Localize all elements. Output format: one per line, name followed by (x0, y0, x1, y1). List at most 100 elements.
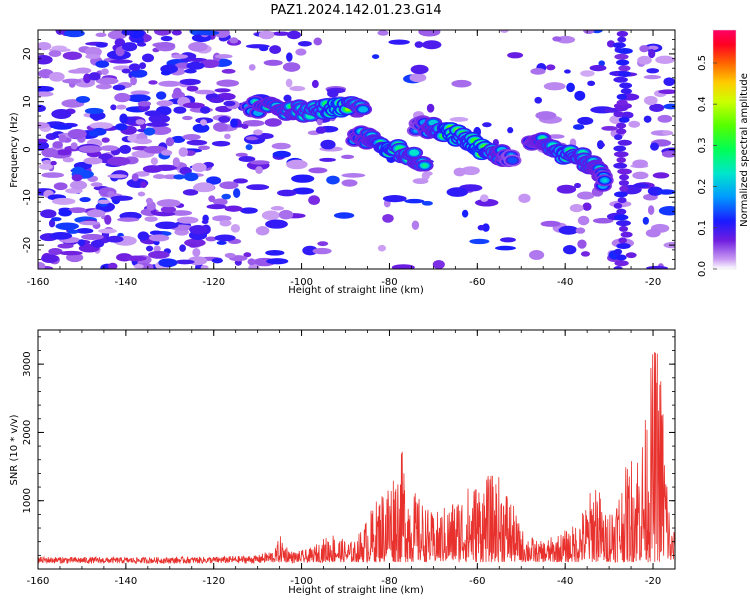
heatmap-cell (114, 92, 131, 103)
heatmap-cell (198, 145, 210, 151)
heatmap-cell (243, 252, 252, 258)
heatmap-cell (79, 196, 91, 203)
heatmap-cell (53, 182, 68, 191)
heatmap-cell (534, 96, 543, 104)
heatmap-cell (211, 257, 223, 264)
heatmap-cell (646, 265, 668, 269)
heatmap-cell (145, 245, 154, 252)
heatmap-cell (547, 134, 565, 139)
heatmap-cell (95, 77, 119, 85)
heatmap-cell (77, 239, 86, 247)
heatmap-cell (614, 191, 628, 198)
heatmap-cell (320, 139, 336, 150)
x-tick-label: -160 (27, 277, 50, 288)
heatmap-cell (426, 103, 435, 113)
heatmap-cell (38, 261, 46, 269)
heatmap-cell (313, 37, 323, 46)
heatmap-cell (160, 35, 173, 42)
heatmap-cell (38, 122, 50, 129)
heatmap-cell (371, 54, 380, 59)
heatmap-cell (41, 172, 64, 178)
x-tick-label: -20 (645, 576, 661, 587)
heatmap-cell (615, 128, 627, 135)
spectrogram-panel: -160 -140 -120 -100 -80 -60 -40 -20-20-1001020 … (9, 29, 676, 296)
heatmap-cell (432, 259, 445, 269)
heatmap-cell (214, 88, 231, 93)
heatmap-cell (576, 191, 595, 200)
heatmap-cell (613, 151, 629, 158)
heatmap-cell (618, 179, 630, 186)
heatmap-cell (42, 159, 52, 166)
heatmap-cell (233, 178, 248, 184)
heatmap-cell (97, 199, 111, 204)
heatmap-cell (160, 70, 172, 76)
heatmap-cell (327, 89, 339, 98)
heatmap-cell (341, 173, 366, 178)
heatmap-cell (109, 59, 133, 64)
heatmap-cell (264, 118, 282, 127)
heatmap-cell (278, 209, 294, 220)
heatmap-cell (613, 266, 623, 269)
heatmap-cell (619, 185, 629, 192)
heatmap-cell (153, 240, 160, 246)
heatmap-cell (614, 260, 629, 267)
heatmap-cell (411, 220, 420, 230)
heatmap-cell (117, 217, 140, 222)
heatmap-cell (223, 100, 236, 107)
y-tick-label: 20 (22, 48, 33, 61)
x-tick-label: -40 (557, 277, 573, 288)
heatmap-cell (577, 215, 590, 226)
heatmap-cell (75, 228, 94, 234)
heatmap-cell (192, 123, 210, 133)
heatmap-cell (125, 255, 147, 262)
heatmap-cell (617, 48, 633, 55)
y-tick-label: -20 (22, 237, 33, 253)
heatmap-cell (112, 84, 126, 91)
heatmap-cell (81, 233, 104, 240)
heatmap-cell (587, 80, 596, 87)
heatmap-cell (219, 219, 232, 227)
heatmap-cell (574, 90, 586, 101)
heatmap-cell (182, 102, 205, 109)
heatmap-cell (230, 118, 238, 128)
heatmap-cell (171, 54, 189, 59)
spectrogram-x-axis-label: Height of straight line (km) (288, 285, 424, 296)
heatmap-cell (235, 152, 248, 157)
colorbar-tick-label: 0.4 (697, 96, 708, 112)
heatmap-cell (616, 99, 628, 106)
heatmap-cell (106, 235, 124, 243)
heatmap-cell (206, 204, 227, 210)
heatmap-cell (130, 69, 148, 78)
heatmap-cell (171, 30, 182, 36)
heatmap-cell (613, 76, 628, 83)
heatmap-cell (51, 217, 62, 222)
heatmap-cell (213, 122, 228, 132)
heatmap-cell (188, 53, 197, 60)
heatmap-cell (233, 188, 241, 198)
heatmap-cell (658, 89, 675, 95)
heatmap-cell (224, 205, 243, 212)
heatmap-cell (143, 127, 156, 136)
heatmap-cell (619, 82, 633, 89)
heatmap-cell (216, 240, 227, 245)
heatmap-cell (38, 41, 52, 51)
heatmap-cell (90, 182, 103, 187)
heatmap-cell (409, 73, 427, 83)
heatmap-cell (88, 72, 101, 81)
heatmap-cell (518, 193, 531, 203)
heatmap-cell (224, 133, 231, 140)
heatmap-cell (158, 80, 182, 87)
heatmap-cell (121, 68, 131, 74)
heatmap-cell (173, 174, 185, 180)
y-tick-label: 3000 (22, 351, 33, 376)
heatmap-cell (412, 178, 429, 185)
heatmap-cell (421, 200, 433, 206)
heatmap-cell (38, 138, 48, 143)
heatmap-cell (259, 45, 269, 52)
heatmap-cell (283, 94, 292, 102)
heatmap-cell (69, 180, 88, 190)
heatmap-cell (315, 126, 327, 134)
heatmap-cell (41, 254, 59, 263)
heatmap-cell (161, 149, 173, 156)
heatmap-cell (648, 48, 656, 59)
